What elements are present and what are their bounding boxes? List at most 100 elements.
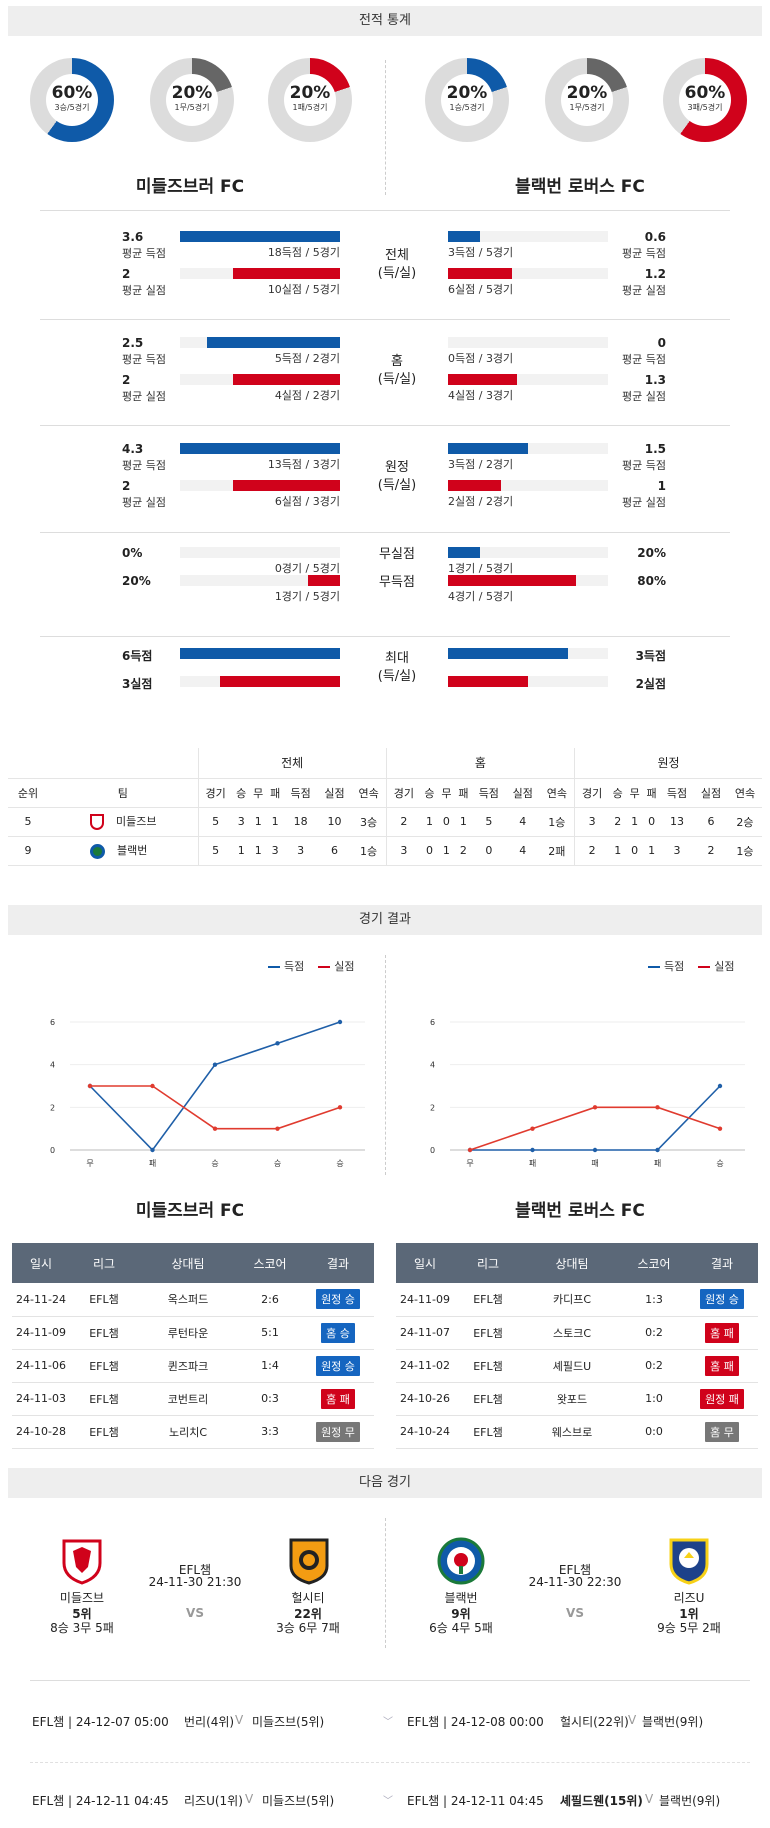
table-cell: 노리치C [138, 1415, 238, 1449]
result-cell: 홈 무 [686, 1415, 758, 1449]
bar-track [448, 480, 608, 491]
legend-gain: 득점 [664, 960, 685, 973]
column-header: 경기 [385, 778, 421, 808]
left-bar [233, 268, 340, 279]
bar-track [180, 575, 340, 586]
table-cell: 6 [317, 836, 352, 866]
left-label: 평균 득점 [122, 247, 166, 260]
y-tick-label: 4 [430, 1061, 435, 1070]
table-cell: 옥스퍼드 [138, 1283, 238, 1317]
column-header: 스코어 [238, 1243, 302, 1283]
table-cell: 왓포드 [522, 1382, 622, 1416]
table-cell: 웨스브로 [522, 1415, 622, 1449]
legend-loss: 실점 [714, 960, 735, 973]
y-tick-label: 0 [50, 1146, 55, 1155]
right-value: 1.5 [644, 442, 666, 456]
loss-point [592, 1105, 598, 1110]
chart-legend: 득점 실점 [648, 958, 735, 974]
center-label: 무득점 [379, 575, 415, 590]
table-cell: 1승 [727, 836, 762, 866]
x-tick-label: 무 [466, 1159, 473, 1168]
upcoming-team: 셰필드웬(15위) [560, 1794, 643, 1808]
column-header: 무 [249, 778, 267, 808]
loss-point [655, 1105, 660, 1110]
bar-track [448, 337, 608, 348]
right-caption: 2실점 / 2경기 [448, 495, 514, 508]
y-tick-label: 2 [430, 1103, 435, 1112]
x-tick-label: 패 [591, 1158, 598, 1168]
left-label: 평균 득점 [122, 459, 166, 472]
left-caption: 5득점 / 2경기 [274, 352, 340, 365]
column-header: 무 [626, 778, 644, 808]
left-bar [233, 374, 340, 385]
upcoming-info: EFL챔 | 24-12-07 05:00 [32, 1715, 169, 1729]
table-cell: 5 [471, 807, 506, 837]
table-cell: 1 [609, 836, 627, 866]
column-header: 승 [232, 778, 250, 808]
left-bar [207, 337, 340, 348]
home-results-table: 일시 리그 상대팀 스코어 결과 24-11-24 EFL챔 옥스퍼드 2:6 원정 승 24-11… [12, 1243, 374, 1449]
upcoming-v: V [235, 1713, 244, 1727]
table-row: 24-10-28 EFL챔 노리치C 3:3 원정 무 [12, 1415, 374, 1449]
results-header-row: 일시 리그 상대팀 스코어 결과 [396, 1243, 758, 1283]
column-header: 승 [609, 778, 627, 808]
center-sublabel: (득/실) [377, 669, 417, 684]
table-cell: 24-10-28 [12, 1415, 70, 1449]
result-badge: 원정 무 [316, 1421, 360, 1442]
ring-chart: 60% 3패/5경기 [663, 58, 747, 142]
team-record: 9승 5무 2패 [657, 1621, 721, 1635]
table-cell: 0 [421, 836, 438, 866]
table-cell: 0:0 [622, 1415, 686, 1449]
table-cell: 0:2 [622, 1316, 686, 1350]
left-value: 3.6 [122, 230, 144, 244]
chevron-down-icon[interactable]: ﹀ [383, 1796, 393, 1807]
table-cell: 2 [694, 836, 728, 866]
table-cell: EFL챔 [70, 1382, 138, 1416]
team-name: 헐시티 [291, 1591, 325, 1605]
divider [385, 1518, 386, 1648]
table-cell: 2승 [727, 807, 762, 837]
upcoming-opp: 블랙번(9위) [642, 1715, 704, 1729]
y-tick-label: 2 [50, 1103, 55, 1112]
chevron-down-icon[interactable]: ﹀ [383, 1717, 393, 1728]
result-badge: 원정 승 [316, 1289, 360, 1310]
match-time: 24-11-30 22:30 [528, 1575, 622, 1589]
team-cell: 미들즈브 [48, 807, 198, 837]
table-cell: 3 [573, 807, 610, 837]
table-cell: 1 [643, 836, 661, 866]
group-away: 원정 [573, 748, 762, 779]
table-cell: 1승 [539, 807, 575, 837]
right-value: 0.6 [644, 230, 666, 244]
result-badge: 홈 패 [321, 1388, 355, 1409]
right-value: 1.2 [644, 267, 666, 281]
table-row: 24-11-07 EFL챔 스토크C 0:2 홈 패 [396, 1316, 758, 1350]
x-tick-label: 승 [336, 1159, 343, 1168]
upcoming-info: EFL챔 | 24-12-08 00:00 [407, 1715, 544, 1729]
column-header: 실점 [694, 778, 728, 808]
table-row: 24-10-26 EFL챔 왓포드 1:0 원정 패 [396, 1382, 758, 1416]
results-header-row: 일시 리그 상대팀 스코어 결과 [12, 1243, 374, 1283]
right-caption: 3득점 / 5경기 [448, 246, 514, 259]
team-record: 3승 6무 7패 [276, 1621, 340, 1635]
upcoming-v: V [645, 1792, 654, 1806]
right-bar [448, 676, 528, 687]
ring-sub: 1무/5경기 [174, 103, 210, 112]
table-cell: 코번트리 [138, 1382, 238, 1416]
table-cell: 3승 [351, 807, 387, 837]
loss-point [150, 1083, 155, 1089]
left-caption: 1경기 / 5경기 [274, 590, 340, 603]
left-label: 평균 실점 [122, 390, 166, 403]
table-cell: 0 [626, 836, 644, 866]
right-caption: 4경기 / 5경기 [448, 590, 514, 603]
table-cell: 루턴타운 [138, 1316, 238, 1350]
left-value: 4.3 [122, 442, 144, 456]
ring-chart: 20% 1패/5경기 [268, 58, 352, 142]
upcoming-info: EFL챔 | 24-12-11 04:45 [407, 1794, 544, 1808]
ring-center: 60% 3패/5경기 [679, 74, 731, 126]
right-bar [448, 231, 480, 242]
table-row: 24-10-24 EFL챔 웨스브로 0:0 홈 무 [396, 1415, 758, 1449]
group-home: 홈 [385, 748, 575, 779]
ring-center: 20% 1무/5경기 [561, 74, 613, 126]
ring-sub: 3패/5경기 [687, 103, 723, 112]
table-cell: 1 [454, 807, 472, 837]
